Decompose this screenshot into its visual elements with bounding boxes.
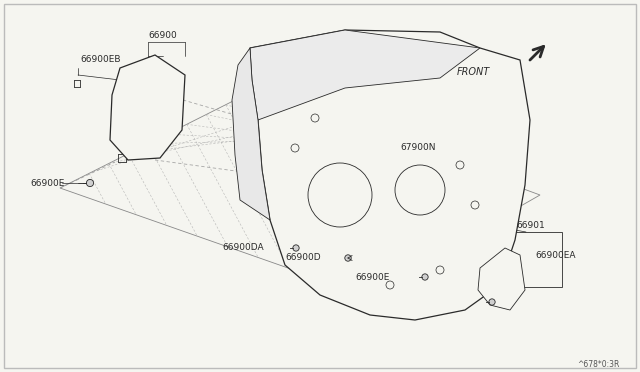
Text: ^678*0:3R: ^678*0:3R [578,360,620,369]
Text: 66900EA: 66900EA [535,250,575,260]
Text: 66900E: 66900E [30,179,65,187]
Circle shape [436,266,444,274]
Text: 67900N: 67900N [400,144,435,153]
Circle shape [86,179,93,187]
Circle shape [293,245,299,251]
Circle shape [291,144,299,152]
Text: 66900D: 66900D [285,253,321,263]
Text: 66900DA: 66900DA [222,244,264,253]
Circle shape [471,201,479,209]
Circle shape [345,255,351,261]
Circle shape [311,114,319,122]
Polygon shape [232,48,270,220]
Polygon shape [250,30,480,120]
Circle shape [386,281,394,289]
Polygon shape [250,30,530,320]
Text: 66900: 66900 [148,31,177,39]
Circle shape [456,161,464,169]
Circle shape [422,274,428,280]
Polygon shape [478,248,525,310]
Text: 66901: 66901 [516,221,545,230]
Text: 66900EB: 66900EB [80,55,120,64]
Text: FRONT: FRONT [457,67,490,77]
Polygon shape [110,55,185,160]
Circle shape [489,299,495,305]
Text: 66900E: 66900E [355,273,389,282]
